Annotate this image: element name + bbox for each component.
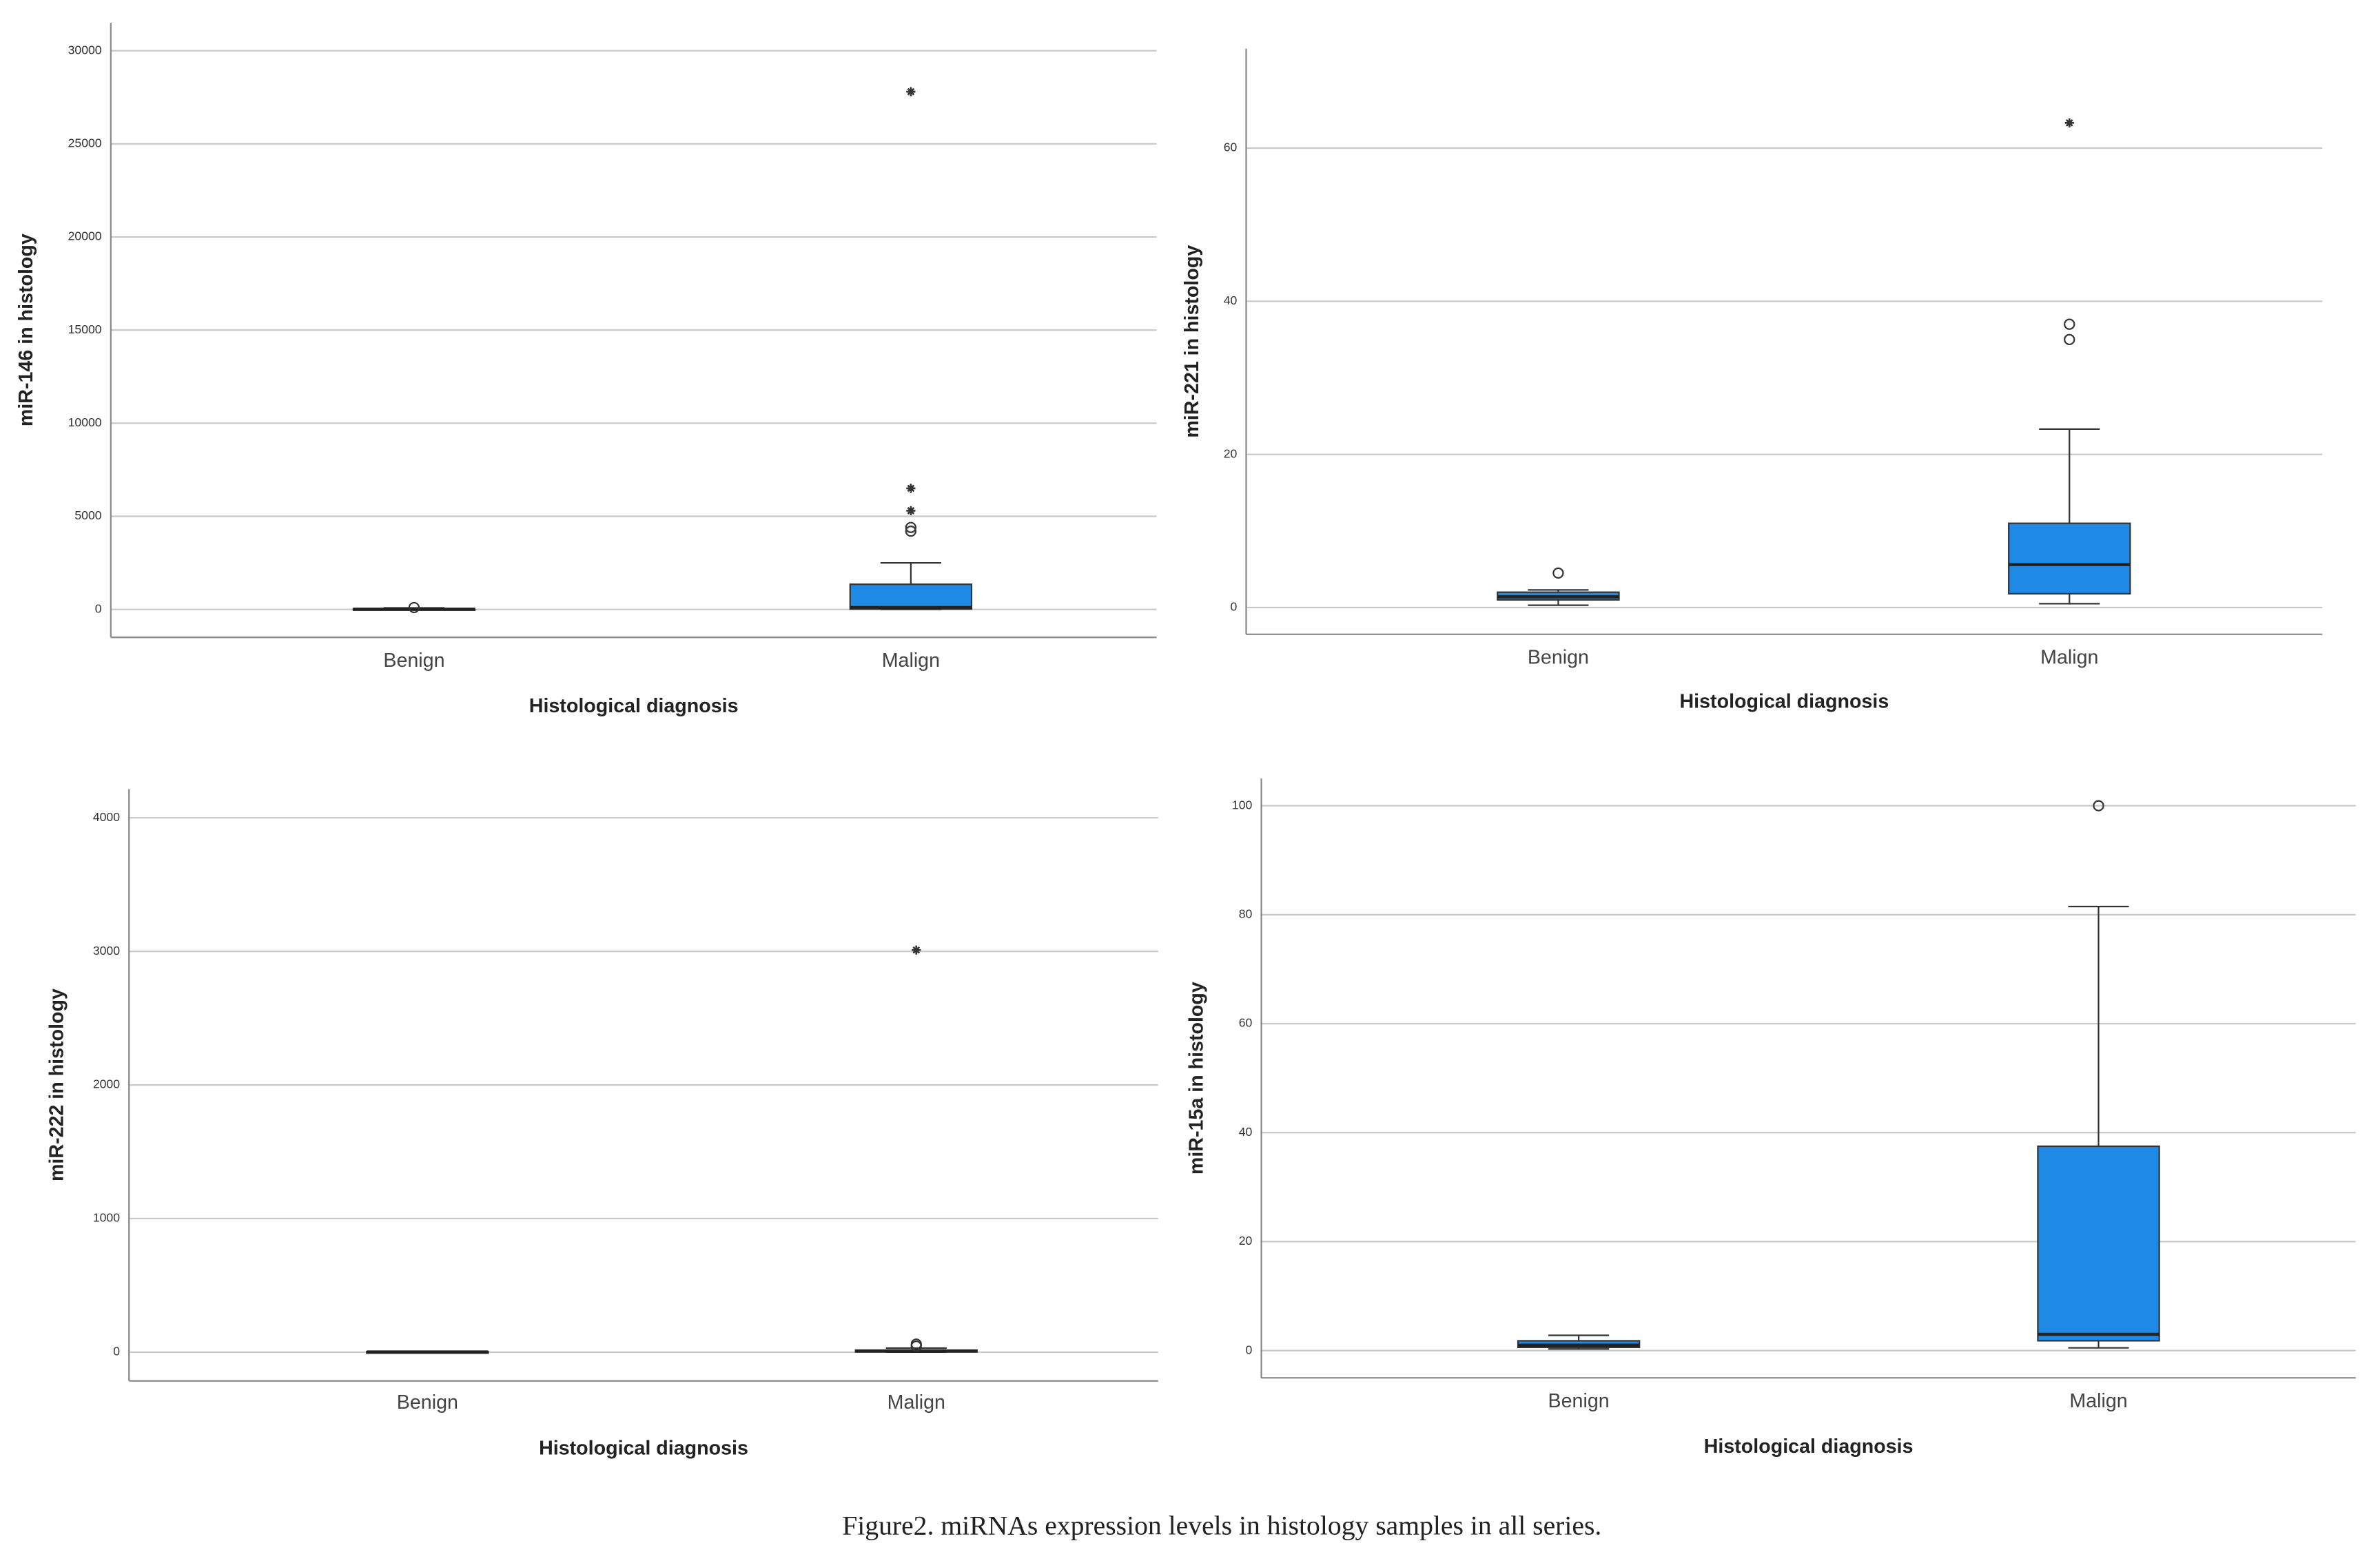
y-tick-label: 80 [1239, 907, 1253, 921]
y-tick-label: 3000 [93, 944, 120, 958]
y-tick-label: 0 [95, 601, 102, 615]
y-tick-label: 15000 [68, 322, 102, 336]
x-tick-label: Malign [2069, 1390, 2127, 1412]
y-tick-label: 40 [1239, 1125, 1253, 1139]
outlier [1552, 567, 1564, 579]
outlier [905, 525, 917, 537]
extreme-outlier [912, 945, 921, 955]
y-axis-title: miR-221 in histology [1181, 245, 1203, 438]
y-tick-label: 20000 [68, 229, 102, 243]
y-axis-title: miR-15a in histology [1186, 982, 1208, 1174]
outlier [910, 1338, 922, 1350]
x-tick-label: Benign [397, 1391, 458, 1414]
y-tick-label: 2000 [93, 1077, 120, 1091]
outlier [2064, 318, 2075, 330]
y-tick-label: 30000 [68, 43, 102, 56]
box [2008, 522, 2131, 595]
y-tick-label: 0 [1230, 600, 1237, 614]
y-tick-label: 1000 [93, 1211, 120, 1225]
y-tick-label: 0 [113, 1345, 120, 1358]
y-tick-label: 20 [1224, 446, 1238, 460]
x-tick-label: Malign [2040, 647, 2098, 669]
outlier [2093, 800, 2104, 811]
box [2037, 1145, 2160, 1342]
extreme-outlier [906, 506, 916, 516]
outlier [905, 521, 917, 533]
y-tick-label: 40 [1224, 293, 1238, 307]
outlier [2064, 333, 2075, 346]
x-axis-title: Histological diagnosis [1704, 1436, 1914, 1458]
y-tick-label: 10000 [68, 415, 102, 429]
x-tick-label: Malign [882, 650, 940, 672]
y-tick-label: 4000 [93, 810, 120, 824]
y-tick-label: 5000 [74, 508, 101, 522]
y-axis-title: miR-222 in histology [45, 988, 68, 1181]
y-tick-label: 20 [1239, 1234, 1253, 1248]
extreme-outlier [906, 87, 916, 96]
y-tick-label: 25000 [68, 136, 102, 149]
y-tick-label: 60 [1224, 141, 1238, 154]
y-tick-label: 100 [1232, 798, 1253, 811]
x-tick-label: Benign [383, 650, 444, 672]
y-axis-title: miR-146 in histology [15, 234, 37, 426]
box [849, 583, 973, 610]
extreme-outlier [906, 484, 916, 493]
x-tick-label: Benign [1528, 647, 1589, 669]
x-axis-title: Histological diagnosis [539, 1437, 748, 1459]
x-axis-title: Histological diagnosis [529, 695, 739, 717]
x-axis-title: Histological diagnosis [1680, 691, 1889, 713]
x-tick-label: Malign [888, 1391, 945, 1414]
extreme-outlier [2064, 118, 2074, 127]
y-tick-label: 0 [1246, 1343, 1253, 1356]
caption: Figure2. miRNAs expression levels in his… [842, 1510, 1601, 1540]
x-tick-label: Benign [1548, 1390, 1610, 1412]
y-tick-label: 60 [1239, 1016, 1253, 1030]
outlier [408, 601, 420, 614]
